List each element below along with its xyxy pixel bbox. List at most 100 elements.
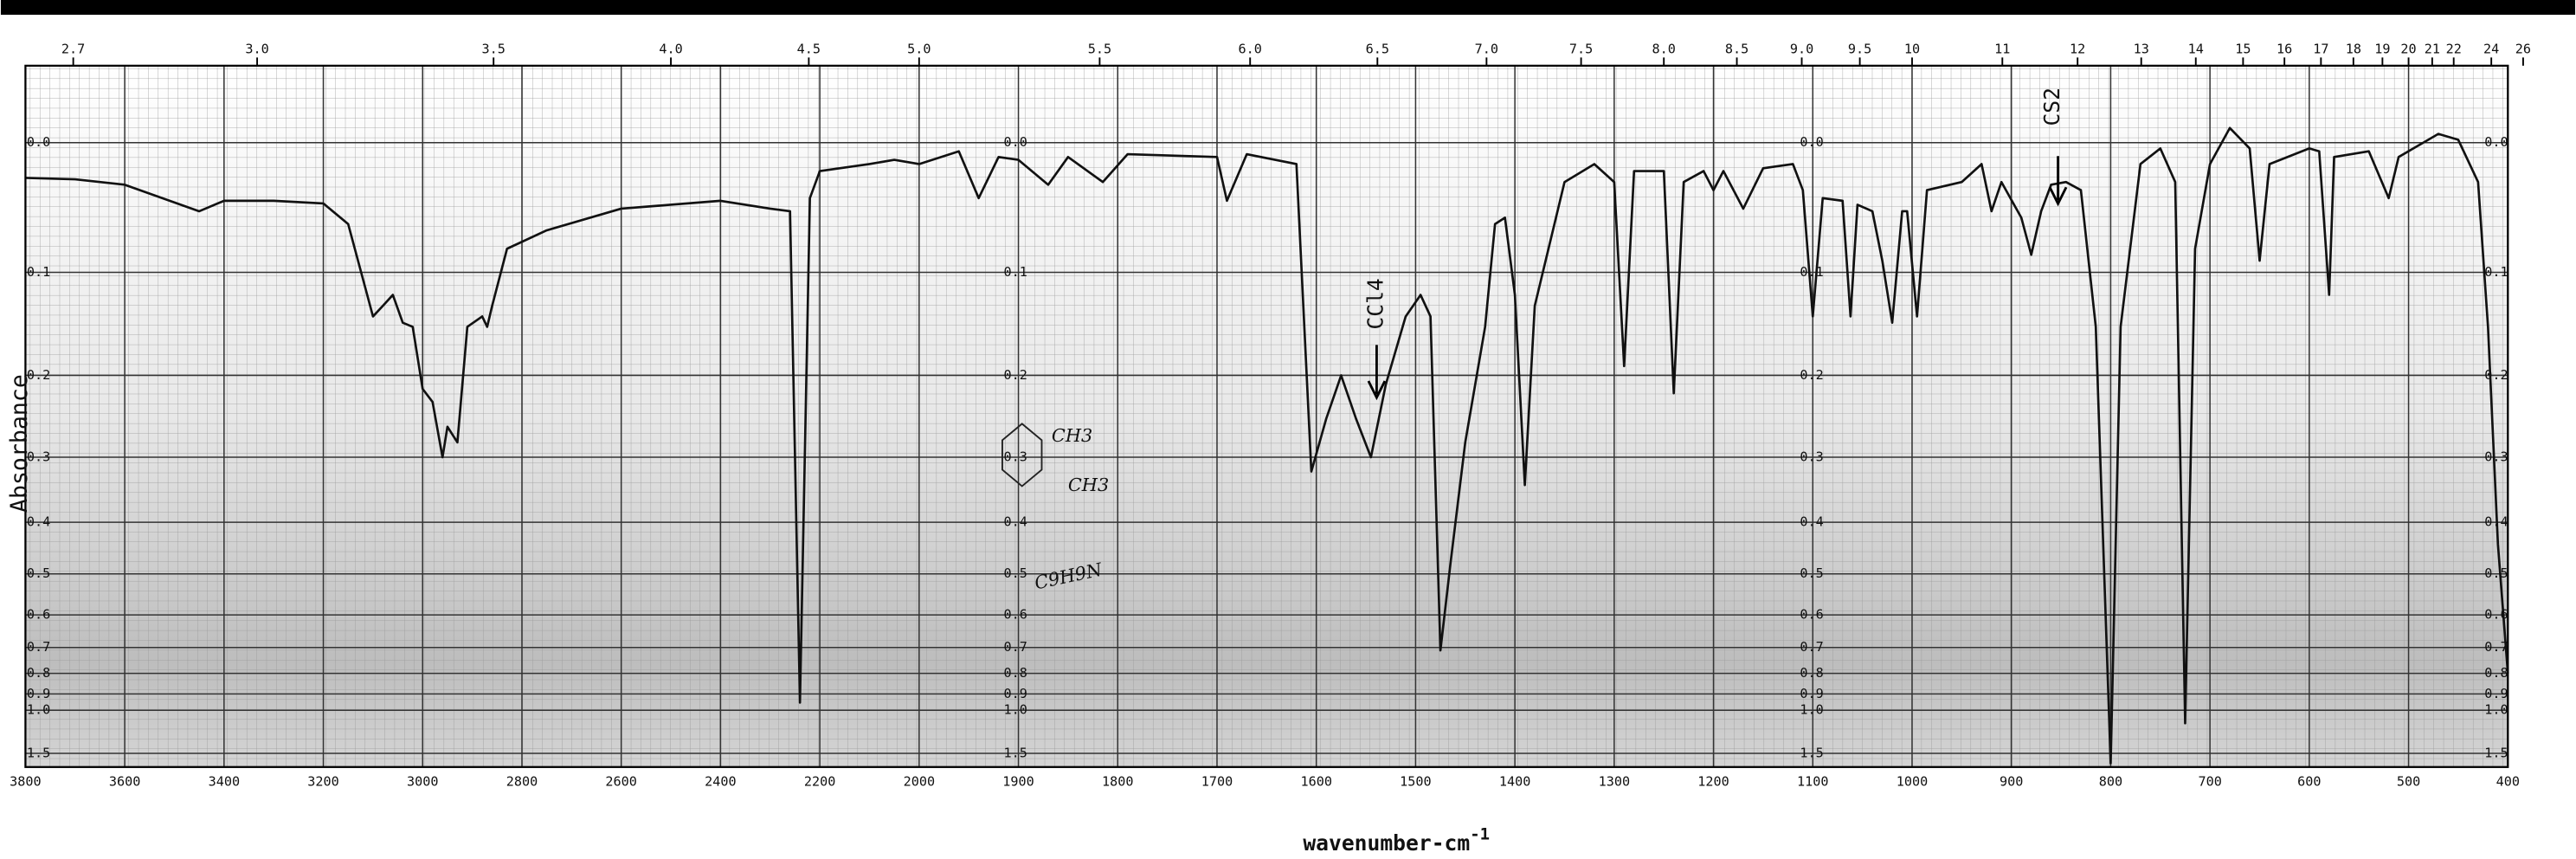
y-tick-label: 0.2 (27, 367, 50, 383)
x2-tick-label: 7.5 (1569, 41, 1593, 56)
x-tick-label: 2200 (804, 773, 836, 789)
paper-grid (25, 65, 2508, 767)
y-tick-label: 0.0 (27, 134, 50, 150)
x-tick-label: 1500 (1400, 773, 1432, 789)
y-tick-label: 0.8 (1800, 665, 1823, 681)
y-tick-label: 0.7 (1800, 639, 1823, 655)
x2-tick-label: 12 (2070, 41, 2085, 56)
y-tick-label: 0.3 (2484, 449, 2508, 465)
y-tick-label: 0.9 (27, 686, 50, 701)
y-tick-label: 0.0 (2484, 134, 2508, 150)
annotation: CS2 (2039, 87, 2064, 126)
y-tick-label: 0.4 (27, 514, 50, 530)
spectrum-line (25, 126, 2509, 765)
y-tick-label: 0.2 (2484, 367, 2508, 383)
x-tick-label: 1100 (1797, 773, 1829, 789)
y-tick-label: 1.5 (1003, 746, 1027, 761)
x-tick-label: 1200 (1697, 773, 1729, 789)
x2-tick-label: 3.0 (245, 41, 268, 56)
y-tick-label: 0.1 (1003, 264, 1027, 280)
arrow (2048, 156, 2068, 207)
y-tick-label: 1.0 (27, 702, 50, 718)
y-tick-label: 0.3 (1800, 449, 1823, 465)
x-tick-label: 3800 (10, 773, 42, 789)
plot-frame (24, 64, 2509, 768)
annotation: CCl4 (1362, 278, 1388, 329)
x-tick-label: 1900 (1002, 773, 1034, 789)
y-tick-label: 0.8 (27, 665, 50, 681)
y-tick-label: 0.4 (1003, 514, 1027, 530)
x2-tick-label: 5.0 (907, 41, 931, 56)
x2-tick-label: 4.5 (797, 41, 821, 56)
y-tick-label: 1.0 (1003, 702, 1027, 718)
x2-tick-label: 5.5 (1088, 41, 1111, 56)
x-tick-label: 1000 (1897, 773, 1929, 789)
annotation: CH3 (1052, 425, 1092, 446)
y-tick-label: 1.5 (27, 746, 50, 761)
x2-tick-label: 4.0 (659, 41, 682, 56)
x2-tick-label: 6.0 (1239, 41, 1262, 56)
y-tick-label: 0.5 (2484, 565, 2508, 581)
x2-tick-label: 11 (1994, 41, 2010, 56)
y-tick-label: 0.5 (1800, 565, 1823, 581)
x-tick-label: 400 (2496, 773, 2520, 789)
y-tick-label: 0.3 (1003, 449, 1027, 465)
x-tick-label: 2400 (705, 773, 736, 789)
x2-tick-label: 2.7 (61, 41, 85, 56)
x-axis-label-sup: -1 (1470, 824, 1490, 843)
y-tick-label: 0.9 (1003, 686, 1027, 701)
annotation: CH3 (1068, 475, 1109, 495)
benzene-ring (1001, 423, 1043, 488)
y-tick-label: 0.8 (2484, 665, 2508, 681)
y-tick-label: 0.4 (1800, 514, 1823, 530)
y-tick-label: 0.5 (27, 565, 50, 581)
y-tick-label: 0.3 (27, 449, 50, 465)
x-tick-label: 600 (2297, 773, 2321, 789)
x2-tick-label: 8.5 (1725, 41, 1748, 56)
x-tick-label: 1700 (1201, 773, 1233, 789)
y-tick-label: 0.6 (1003, 607, 1027, 623)
y-tick-label: 0.9 (1800, 686, 1823, 701)
x2-tick-label: 22 (2446, 41, 2462, 56)
x2-tick-label: 7.0 (1475, 41, 1498, 56)
x2-tick-label: 8.0 (1652, 41, 1676, 56)
x-tick-label: 900 (2000, 773, 2023, 789)
x-tick-label: 1600 (1300, 773, 1332, 789)
y-tick-label: 0.1 (2484, 264, 2508, 280)
y-tick-label: 0.6 (1800, 607, 1823, 623)
x-tick-label: 1400 (1499, 773, 1531, 789)
y-tick-label: 0.6 (27, 607, 50, 623)
x2-tick-label: 15 (2235, 41, 2251, 56)
x-tick-label: 1300 (1599, 773, 1631, 789)
y-tick-label: 0.1 (27, 264, 50, 280)
x-tick-label: 1800 (1102, 773, 1134, 789)
x2-tick-label: 26 (2515, 41, 2531, 56)
y-tick-label: 1.5 (1800, 746, 1823, 761)
x2-tick-label: 10 (1904, 41, 1920, 56)
x2-tick-label: 13 (2134, 41, 2149, 56)
x-tick-label: 3600 (109, 773, 140, 789)
x-tick-label: 3200 (307, 773, 339, 789)
y-tick-label: 0.0 (1003, 134, 1027, 150)
x-tick-label: 3400 (209, 773, 241, 789)
y-tick-label: 1.5 (2484, 746, 2508, 761)
x2-tick-label: 9.0 (1790, 41, 1813, 56)
x2-tick-label: 21 (2425, 41, 2440, 56)
y-tick-label: 0.9 (2484, 686, 2508, 701)
x-tick-label: 500 (2397, 773, 2420, 789)
x-tick-label: 2800 (506, 773, 538, 789)
y-tick-label: 1.0 (2484, 702, 2508, 718)
y-tick-label: 0.8 (1003, 665, 1027, 681)
x2-tick-label: 3.5 (482, 41, 506, 56)
x-tick-label: 3000 (407, 773, 439, 789)
x2-tick-label: 17 (2313, 41, 2328, 56)
x2-tick-label: 18 (2346, 41, 2361, 56)
y-tick-label: 1.0 (1800, 702, 1823, 718)
y-tick-label: 0.7 (2484, 639, 2508, 655)
x2-tick-label: 6.5 (1366, 41, 1389, 56)
x-tick-label: 700 (2198, 773, 2221, 789)
y-tick-label: 0.7 (1003, 639, 1027, 655)
x-axis-label: wavenumber-cm-1 (1303, 824, 1490, 856)
